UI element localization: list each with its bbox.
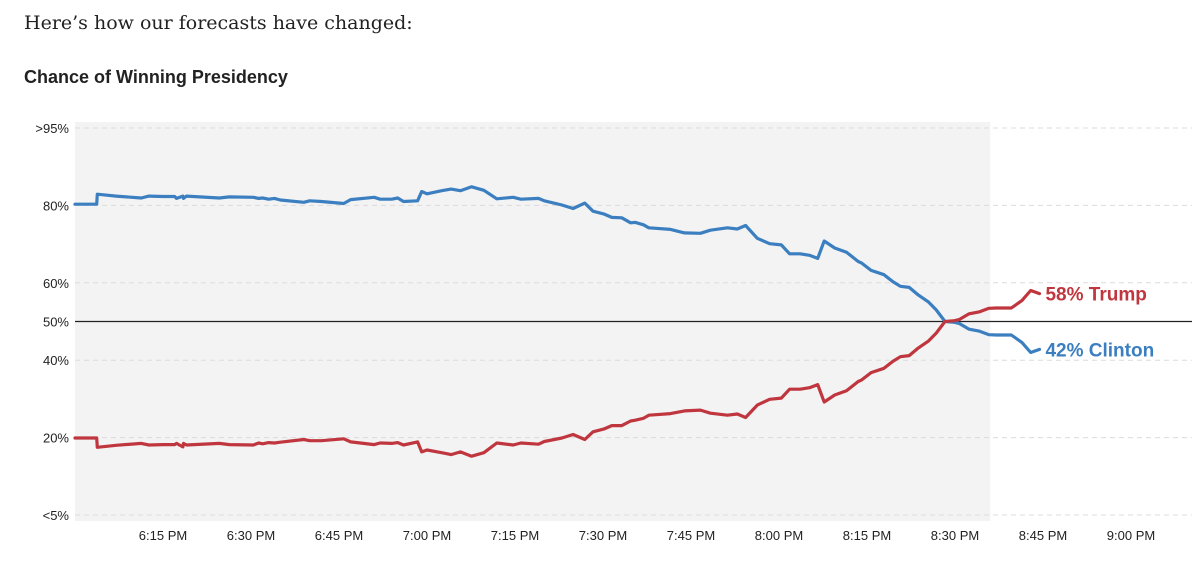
x-tick-label: 7:00 PM	[403, 528, 451, 543]
x-tick-label: 7:30 PM	[579, 528, 627, 543]
series-lines	[73, 185, 1042, 458]
series-line-trump	[73, 288, 1042, 458]
y-tick-label: >95%	[35, 121, 69, 136]
y-tick-label: 40%	[43, 353, 69, 368]
y-tick-label: 60%	[43, 276, 69, 291]
x-tick-label: 8:15 PM	[843, 528, 891, 543]
x-tick-label: 7:45 PM	[667, 528, 715, 543]
y-axis: >95% 80% 60% 50% 40% 20% <5%	[35, 121, 69, 523]
end-labels: 42% Clinton 58% Trump	[1045, 285, 1154, 362]
y-tick-label: <5%	[43, 508, 70, 523]
x-tick-label: 6:45 PM	[315, 528, 363, 543]
x-tick-label: 6:15 PM	[139, 528, 187, 543]
chart-title: Chance of Winning Presidency	[24, 67, 288, 87]
gridlines	[75, 127, 1192, 516]
x-axis: 6:15 PM 6:30 PM 6:45 PM 7:00 PM 7:15 PM 7:30 …	[139, 528, 1155, 543]
x-tick-label: 9:00 PM	[1107, 528, 1155, 543]
y-tick-label: 50%	[43, 315, 69, 330]
intro-text: Here’s how our forecasts have changed:	[24, 12, 413, 34]
end-label-trump: 58% Trump	[1045, 285, 1146, 306]
x-tick-label: 7:15 PM	[491, 528, 539, 543]
end-label-clinton: 42% Clinton	[1045, 340, 1154, 361]
series-line-clinton	[73, 185, 1042, 355]
y-tick-label: 20%	[43, 431, 69, 446]
x-tick-label: 8:30 PM	[931, 528, 979, 543]
x-tick-label: 8:45 PM	[1019, 528, 1067, 543]
x-tick-label: 8:00 PM	[755, 528, 803, 543]
x-tick-label: 6:30 PM	[227, 528, 275, 543]
y-tick-label: 80%	[43, 198, 69, 213]
